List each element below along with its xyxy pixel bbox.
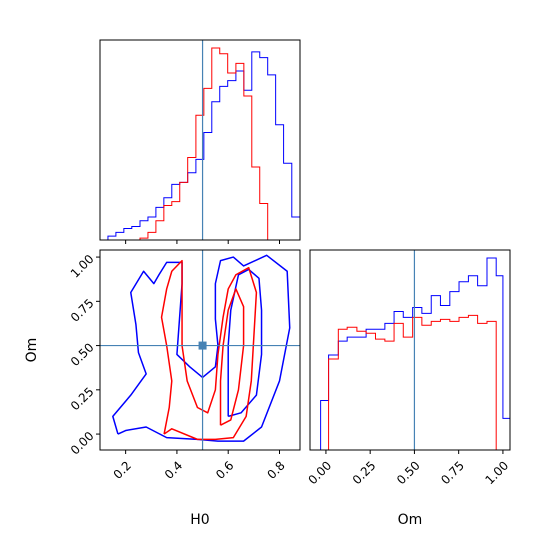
h0-histogram-ticks <box>125 240 280 244</box>
x-axis-label-h0: H0 <box>190 512 209 528</box>
contour-blue-0 <box>112 254 291 442</box>
om-histogram-frame <box>309 249 511 451</box>
y-axis-label-om: Om <box>24 338 40 363</box>
om-tick-label-y: 1.00 <box>68 252 97 281</box>
x-axis-label-om: Om <box>398 512 423 528</box>
contour-blue-1 <box>227 268 263 418</box>
h0-tick-label: 0.6 <box>213 458 236 481</box>
h0-histogram-frame <box>99 39 301 241</box>
contour-plot-area <box>100 250 300 450</box>
h0-om-contour-panel: 0.2 0.4 0.6 0.8 0.00 0.25 0.50 0.75 1.00 <box>68 249 301 482</box>
om-tick-label-y: 0.25 <box>68 385 97 414</box>
contour-red-3 <box>219 288 245 426</box>
om-tick-label-x: 1.00 <box>482 458 511 487</box>
h0-histogram-plot-area <box>100 40 301 241</box>
om-tick-label-x: 0.25 <box>350 458 379 487</box>
h0-histogram-blue <box>100 51 301 241</box>
contour-frame <box>99 249 301 451</box>
om-tick-label-x: 0.75 <box>438 458 467 487</box>
om-tick-label-y: 0.75 <box>68 296 97 325</box>
om-histogram-panel: 0.00 0.25 0.50 0.75 1.00 <box>305 249 511 487</box>
om-histogram-ticks: 0.00 0.25 0.50 0.75 1.00 <box>305 450 511 487</box>
truth-marker <box>198 341 207 350</box>
contour-red-2 <box>160 259 258 441</box>
h0-tick-label: 0.8 <box>264 458 287 481</box>
h0-tick-label: 0.4 <box>162 458 185 481</box>
om-tick-label-y: 0.00 <box>68 429 97 458</box>
om-tick-label-y: 0.50 <box>68 340 97 369</box>
om-histogram-red <box>310 314 510 451</box>
h0-tick-label: 0.2 <box>111 458 134 481</box>
om-histogram-blue <box>310 257 511 451</box>
om-histogram-plot-area <box>310 250 511 451</box>
om-tick-label-x: 0.00 <box>305 458 334 487</box>
om-tick-label-x: 0.50 <box>394 458 423 487</box>
h0-histogram-panel <box>99 39 301 244</box>
h0-histogram-red <box>100 47 300 241</box>
